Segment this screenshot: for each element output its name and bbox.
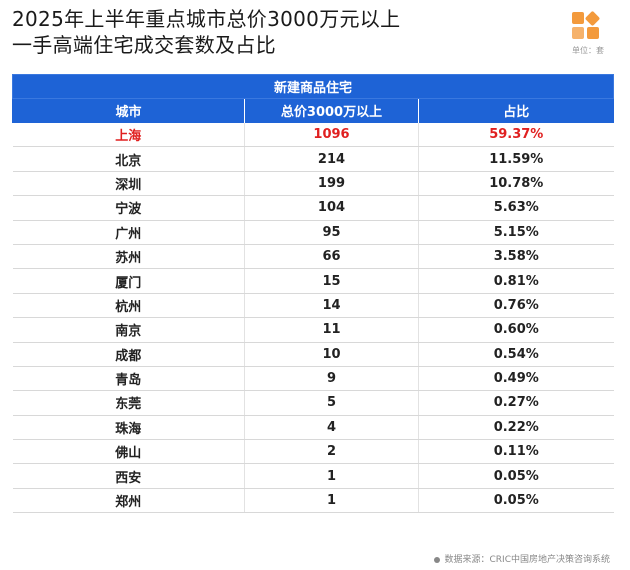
city-cell: 厦门 xyxy=(12,268,245,294)
share-cell: 0.05% xyxy=(417,488,614,514)
title-line-1: 2025年上半年重点城市总价3000万元以上 xyxy=(12,7,401,31)
share-cell: 0.22% xyxy=(417,415,614,441)
title-line-2: 一手高端住宅成交套数及占比 xyxy=(12,33,276,57)
share-cell: 59.37% xyxy=(417,122,614,148)
count-cell: 10 xyxy=(244,342,419,367)
column-header-share: 占比 xyxy=(417,98,614,123)
table-row: 成都 10 0.54% xyxy=(12,342,614,367)
count-cell: 4 xyxy=(244,415,419,441)
title-block: 2025年上半年重点城市总价3000万元以上 一手高端住宅成交套数及占比 xyxy=(12,6,532,58)
city-cell: 西安 xyxy=(12,463,245,489)
count-cell: 1 xyxy=(244,463,419,489)
city-cell: 深圳 xyxy=(12,171,245,197)
city-cell: 杭州 xyxy=(12,293,245,319)
table-row: 上海 1096 59.37% xyxy=(12,122,614,148)
count-cell: 5 xyxy=(244,390,419,416)
table-row: 宁波 104 5.63% xyxy=(12,195,614,221)
count-cell: 2 xyxy=(244,439,419,465)
city-cell: 成都 xyxy=(12,342,245,367)
city-cell: 青岛 xyxy=(12,366,245,392)
table-row: 西安 1 0.05% xyxy=(12,463,614,489)
share-cell: 0.11% xyxy=(417,439,614,465)
table-row: 郑州 1 0.05% xyxy=(12,488,614,514)
count-cell: 9 xyxy=(244,366,419,392)
count-cell: 1096 xyxy=(244,122,419,148)
city-cell: 东莞 xyxy=(12,390,245,416)
count-cell: 66 xyxy=(244,244,419,270)
bullet-icon xyxy=(433,556,440,563)
table-row: 深圳 199 10.78% xyxy=(12,171,614,197)
share-cell: 11.59% xyxy=(417,146,614,172)
group-header: 新建商品住宅 xyxy=(11,74,615,99)
table-row: 厦门 15 0.81% xyxy=(12,268,614,294)
table-row: 苏州 66 3.58% xyxy=(12,244,614,270)
share-cell: 0.27% xyxy=(417,390,614,416)
column-header-count: 总价3000万以上 xyxy=(244,98,419,123)
city-cell: 苏州 xyxy=(12,244,245,270)
share-cell: 0.60% xyxy=(417,317,614,343)
count-cell: 95 xyxy=(244,220,419,245)
share-cell: 0.49% xyxy=(417,366,614,392)
table-row: 青岛 9 0.49% xyxy=(12,366,614,392)
count-cell: 15 xyxy=(244,268,419,294)
city-cell: 南京 xyxy=(12,317,245,343)
cric-logo-icon xyxy=(572,10,602,42)
data-table: 新建商品住宅 城市 总价3000万以上 占比 上海 1096 59.37% 北京 214 11… xyxy=(11,74,615,514)
source-text: 数据来源：CRIC中国房地产决策咨询系统 xyxy=(444,555,610,565)
share-cell: 0.81% xyxy=(417,268,614,294)
column-header-city: 城市 xyxy=(12,98,245,123)
count-cell: 1 xyxy=(244,488,419,514)
city-cell: 宁波 xyxy=(12,195,245,221)
city-cell: 上海 xyxy=(12,122,245,148)
city-cell: 佛山 xyxy=(12,439,245,465)
share-cell: 0.76% xyxy=(417,293,614,319)
share-cell: 3.58% xyxy=(417,244,614,270)
city-cell: 北京 xyxy=(12,146,245,172)
count-cell: 214 xyxy=(244,146,419,172)
unit-label: 单位：套 xyxy=(572,46,604,55)
count-cell: 199 xyxy=(244,171,419,197)
table-row: 南京 11 0.60% xyxy=(12,317,614,343)
share-cell: 0.05% xyxy=(417,463,614,489)
city-cell: 珠海 xyxy=(12,415,245,441)
count-cell: 104 xyxy=(244,195,419,221)
table-row: 北京 214 11.59% xyxy=(12,146,614,172)
city-cell: 广州 xyxy=(12,220,245,245)
share-cell: 5.15% xyxy=(417,220,614,245)
table-row: 珠海 4 0.22% xyxy=(12,415,614,441)
table-row: 杭州 14 0.76% xyxy=(12,293,614,319)
share-cell: 0.54% xyxy=(417,342,614,367)
share-cell: 5.63% xyxy=(417,195,614,221)
share-cell: 10.78% xyxy=(417,171,614,197)
count-cell: 14 xyxy=(244,293,419,319)
source-note: 数据来源：CRIC中国房地产决策咨询系统 xyxy=(433,552,610,565)
count-cell: 11 xyxy=(244,317,419,343)
city-cell: 郑州 xyxy=(12,488,245,514)
table-row: 广州 95 5.15% xyxy=(12,220,614,245)
table-row: 佛山 2 0.11% xyxy=(12,439,614,465)
table-row: 东莞 5 0.27% xyxy=(12,390,614,416)
